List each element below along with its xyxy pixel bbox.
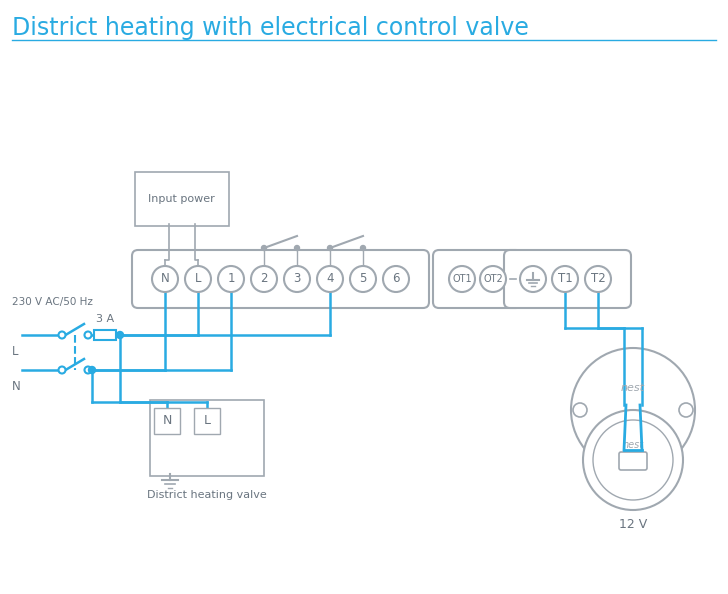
- FancyBboxPatch shape: [132, 250, 429, 308]
- Text: 1: 1: [227, 273, 234, 286]
- Circle shape: [317, 266, 343, 292]
- Circle shape: [328, 245, 333, 251]
- Text: 3: 3: [293, 273, 301, 286]
- Text: L: L: [195, 273, 201, 286]
- Circle shape: [350, 266, 376, 292]
- Text: District heating with electrical control valve: District heating with electrical control…: [12, 16, 529, 40]
- Circle shape: [571, 348, 695, 472]
- Circle shape: [449, 266, 475, 292]
- Text: L: L: [204, 415, 210, 428]
- FancyBboxPatch shape: [154, 408, 180, 434]
- Circle shape: [284, 266, 310, 292]
- Circle shape: [218, 266, 244, 292]
- Circle shape: [583, 410, 683, 510]
- FancyBboxPatch shape: [433, 250, 522, 308]
- Text: nest: nest: [621, 383, 645, 393]
- Circle shape: [679, 403, 693, 417]
- Circle shape: [58, 331, 66, 339]
- FancyBboxPatch shape: [150, 400, 264, 476]
- Circle shape: [295, 245, 299, 251]
- Text: OT1: OT1: [452, 274, 472, 284]
- Circle shape: [593, 420, 673, 500]
- Circle shape: [360, 245, 365, 251]
- Text: N: N: [161, 273, 170, 286]
- Circle shape: [520, 266, 546, 292]
- FancyBboxPatch shape: [504, 250, 631, 308]
- Text: T2: T2: [590, 273, 606, 286]
- Circle shape: [152, 266, 178, 292]
- Text: 12 V: 12 V: [619, 518, 647, 531]
- Text: District heating valve: District heating valve: [147, 490, 267, 500]
- Text: nest: nest: [622, 440, 644, 450]
- Circle shape: [573, 403, 587, 417]
- Circle shape: [261, 245, 266, 251]
- Text: T1: T1: [558, 273, 572, 286]
- Circle shape: [480, 266, 506, 292]
- Circle shape: [383, 266, 409, 292]
- FancyBboxPatch shape: [619, 452, 647, 470]
- FancyBboxPatch shape: [135, 172, 229, 226]
- Text: 2: 2: [260, 273, 268, 286]
- FancyBboxPatch shape: [194, 408, 220, 434]
- Text: N: N: [12, 380, 21, 393]
- Text: 3 A: 3 A: [96, 314, 114, 324]
- FancyBboxPatch shape: [94, 330, 116, 340]
- Circle shape: [185, 266, 211, 292]
- Text: Input power: Input power: [148, 194, 215, 204]
- Circle shape: [84, 366, 92, 374]
- Circle shape: [116, 331, 124, 339]
- Circle shape: [251, 266, 277, 292]
- Circle shape: [89, 366, 95, 374]
- Text: L: L: [12, 345, 18, 358]
- Circle shape: [585, 266, 611, 292]
- Text: 5: 5: [360, 273, 367, 286]
- Circle shape: [84, 331, 92, 339]
- Text: 4: 4: [326, 273, 333, 286]
- Circle shape: [58, 366, 66, 374]
- Text: 230 V AC/50 Hz: 230 V AC/50 Hz: [12, 297, 93, 307]
- Text: N: N: [162, 415, 172, 428]
- Text: OT2: OT2: [483, 274, 503, 284]
- Circle shape: [552, 266, 578, 292]
- Text: 6: 6: [392, 273, 400, 286]
